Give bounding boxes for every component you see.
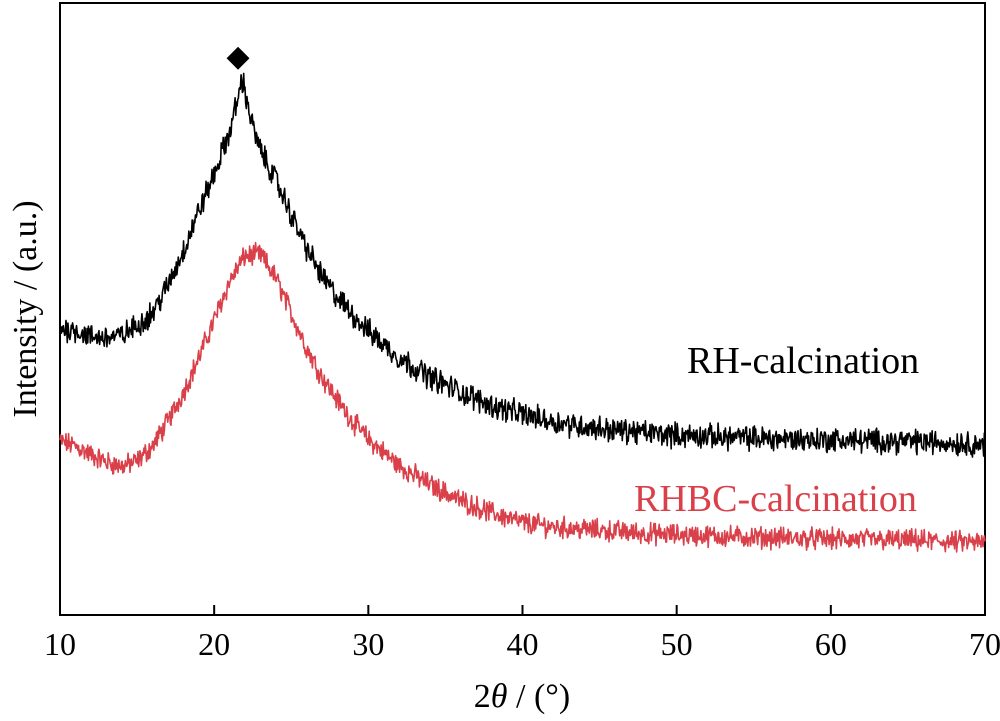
x-tick-label-40: 40	[507, 626, 539, 662]
x-axis-ticks: 10 20 30 40 50 60 70	[44, 605, 1000, 662]
x-axis-title-unit: / (°)	[508, 678, 571, 715]
x-axis-title: 2θ / (°)	[474, 678, 570, 715]
x-tick-label-70: 70	[969, 626, 1000, 662]
series-label-rhbc-calcination: RHBC-calcination	[634, 478, 917, 520]
series-line-rhbc-calcination	[59, 241, 986, 553]
series-line-rh-calcination	[59, 72, 986, 458]
peak-marker: ◆	[226, 40, 249, 73]
x-tick-label-50: 50	[661, 626, 693, 662]
x-axis-title-theta: θ	[491, 678, 508, 715]
x-tick-label-30: 30	[352, 626, 384, 662]
x-tick-label-20: 20	[198, 626, 230, 662]
series-label-rh-calcination: RH-calcination	[687, 340, 919, 382]
x-tick-label-60: 60	[815, 626, 847, 662]
series-layer	[59, 72, 986, 553]
x-axis-title-prefix: 2	[474, 678, 491, 715]
plot-frame	[59, 2, 986, 616]
y-axis-title: Intensity / (a.u.)	[7, 200, 44, 417]
x-tick-label-10: 10	[44, 626, 76, 662]
